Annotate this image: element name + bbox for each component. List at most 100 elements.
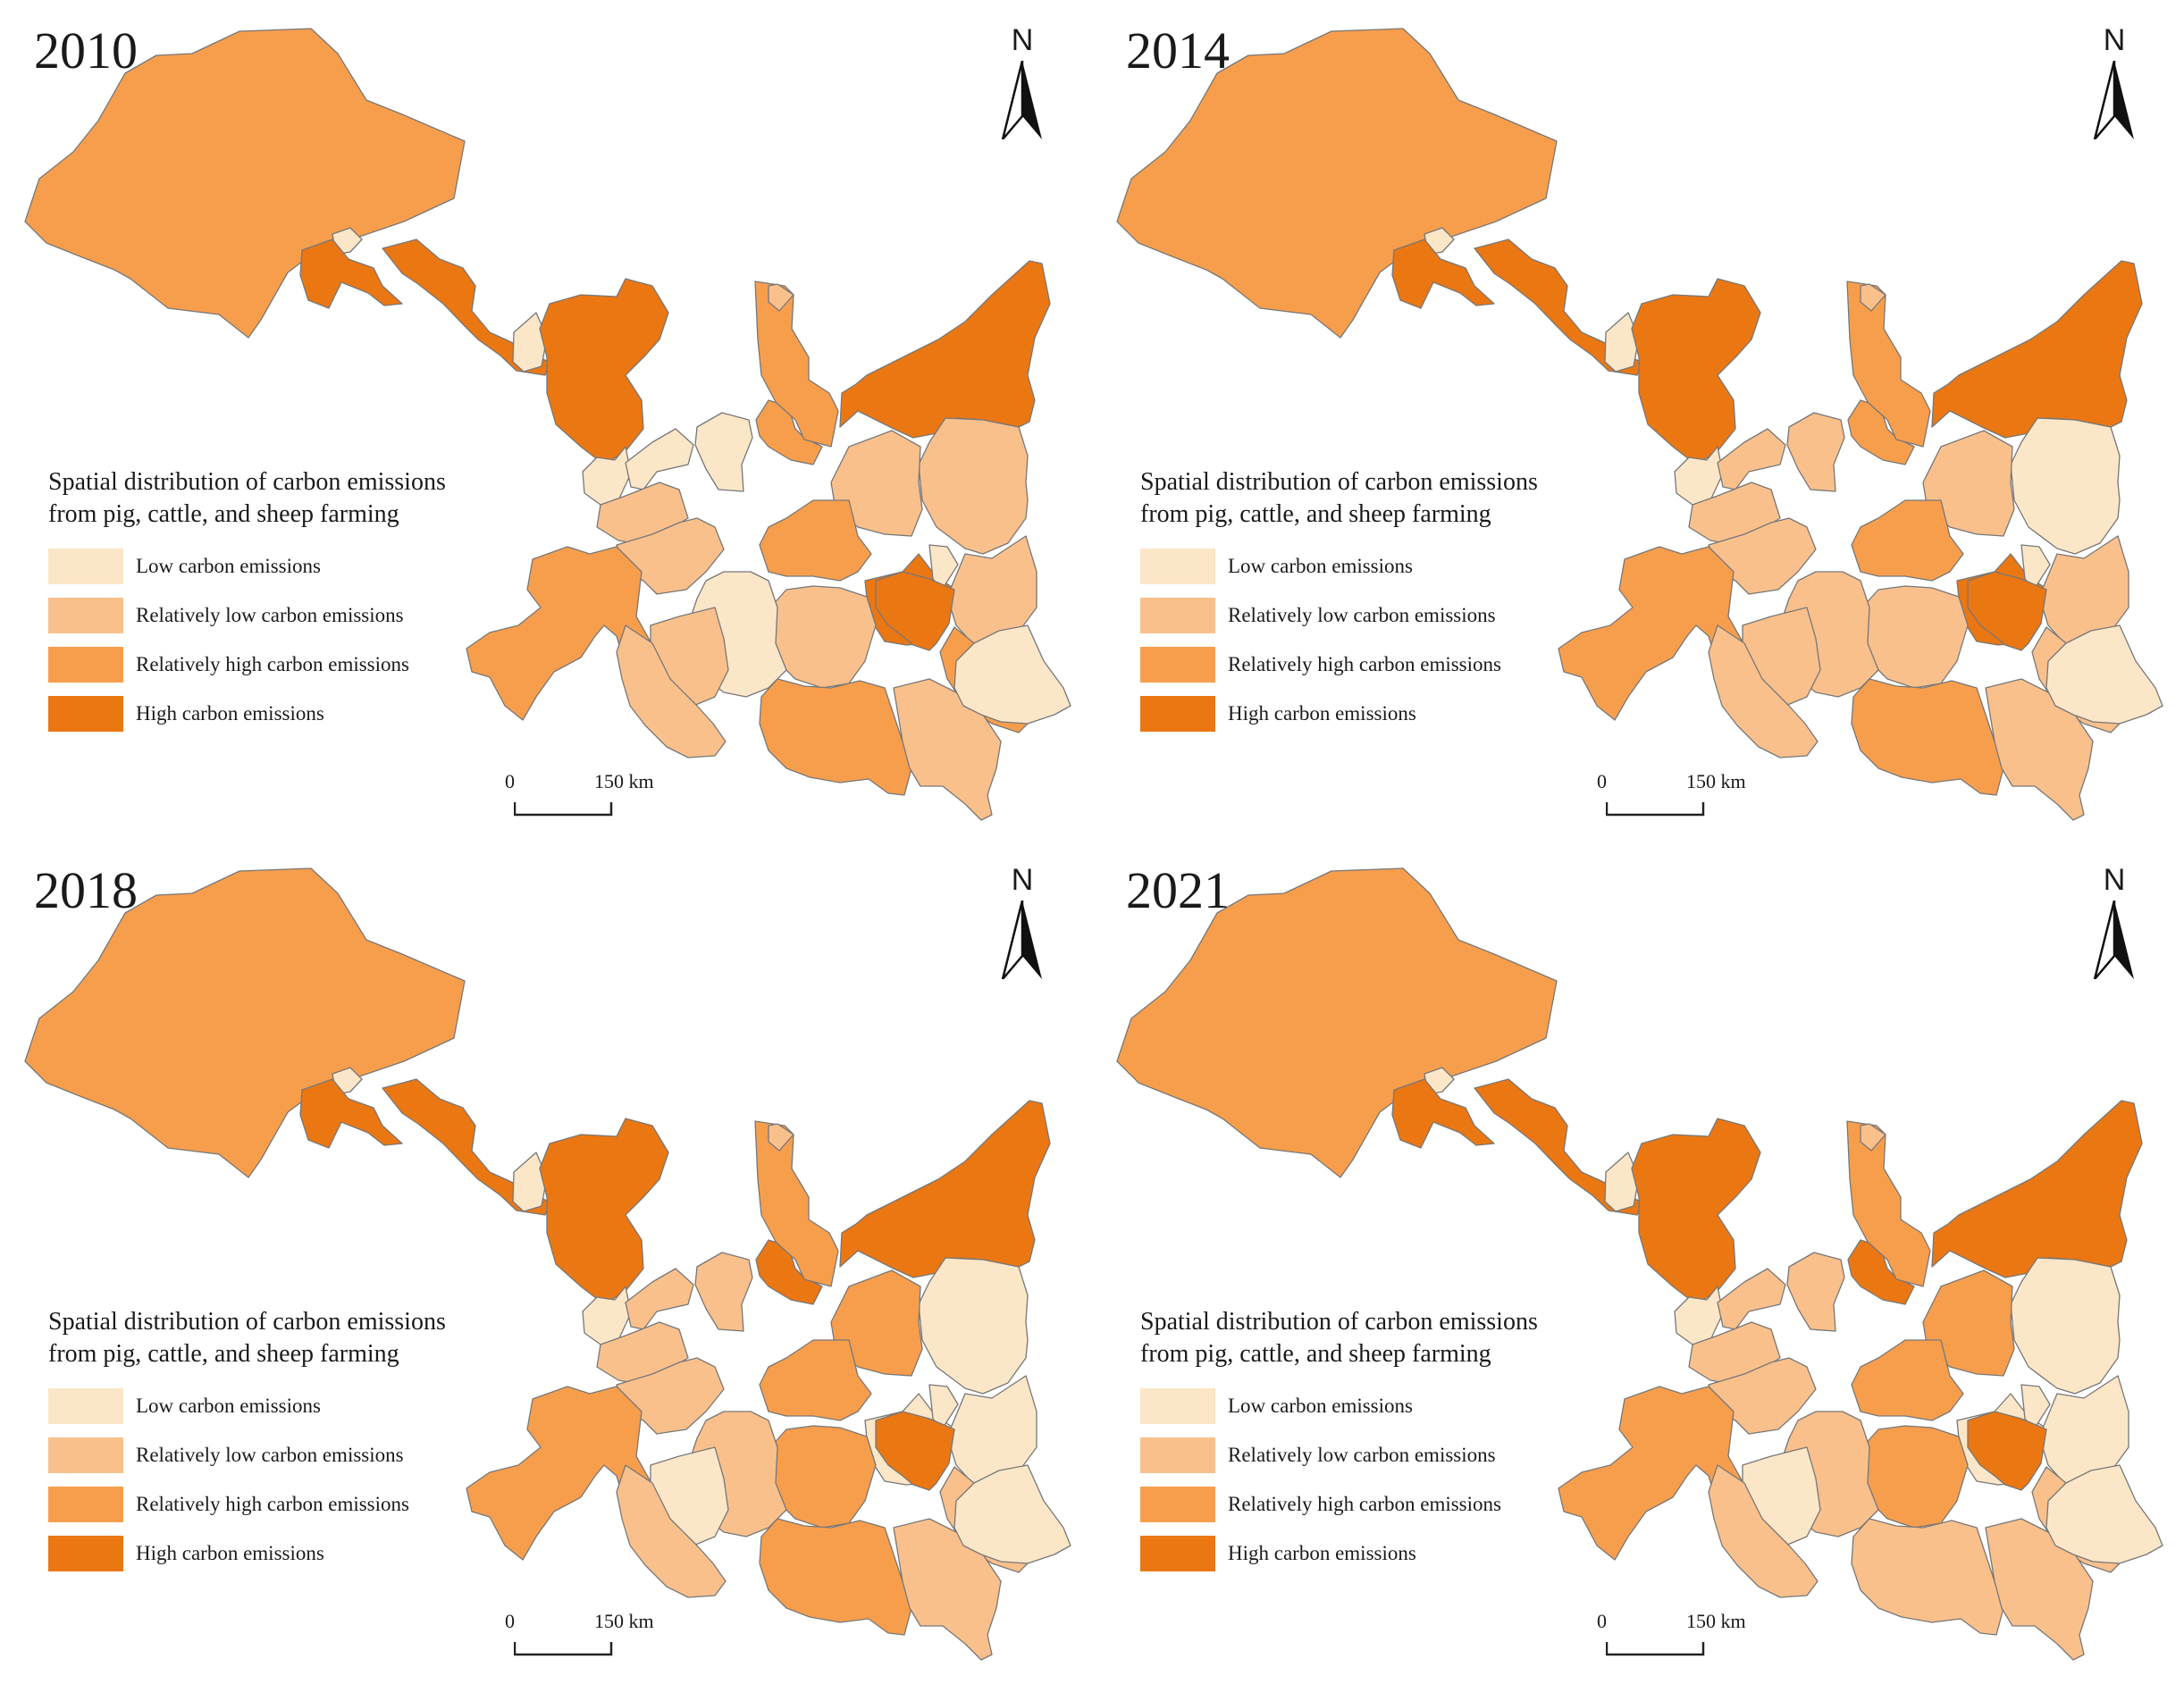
region-q [2020,544,2051,591]
legend-label: Relatively low carbon emissions [1228,604,1496,626]
legend-label: Relatively low carbon emissions [136,1444,404,1466]
region-c [1604,1152,1640,1212]
scale-bar: 0 150 km [1597,770,1746,820]
region-d [539,1118,669,1305]
region-s [759,499,872,582]
legend-swatch [1140,1437,1215,1473]
legend: Spatial distribution of carbon emissions… [48,1306,549,1585]
map-panel: 2014 N Spatial distribution of carbon em… [1092,0,2184,840]
legend-label: High carbon emissions [136,1542,324,1564]
region-h [1786,1252,1845,1332]
region-nw [24,867,466,1178]
legend-title-line: from pig, cattle, and sheep farming [48,500,399,528]
scale-zero-label: 0 [1597,1610,1607,1632]
region-k [1846,1120,1931,1287]
region-d [1631,278,1761,465]
scale-distance-label: 150 km [1686,1610,1746,1632]
legend-title: Spatial distribution of carbon emissions… [1140,1306,1641,1370]
region-k [754,281,839,448]
legend-label: Relatively low carbon emissions [136,604,404,626]
region-m [918,1257,1029,1395]
legend-label: High carbon emissions [136,702,324,725]
region-j [839,1100,1051,1278]
legend-item-low: Low carbon emissions [1140,1388,1641,1424]
legend-title-line: Spatial distribution of carbon emissions [1140,468,1538,496]
region-u [1558,546,1790,721]
region-a [299,239,403,309]
region-nw [1116,28,1558,339]
map-panel: 2018 N Spatial distribution of carbon em… [0,840,1092,1680]
region-u [466,546,698,721]
legend-swatch [48,598,123,633]
north-arrow: N [994,865,1051,981]
legend-item-relatively-high: Relatively high carbon emissions [48,647,549,683]
legend: Spatial distribution of carbon emissions… [1140,1306,1641,1585]
legend-item-low: Low carbon emissions [1140,549,1641,584]
legend-item-relatively-low: Relatively low carbon emissions [48,1437,549,1473]
region-v [875,1411,955,1491]
legend-label: Relatively low carbon emissions [1228,1444,1496,1466]
region-d [539,278,669,465]
legend-item-relatively-high: Relatively high carbon emissions [48,1487,549,1522]
legend-item-relatively-low: Relatively low carbon emissions [1140,598,1641,633]
north-label: N [1011,23,1034,57]
legend-swatch [48,1536,123,1571]
legend-label: Low carbon emissions [1228,555,1413,577]
legend-swatch [1140,1388,1215,1424]
region-ad [953,624,1071,725]
legend-swatch [48,696,123,732]
year-label: 2014 [1126,21,1230,80]
region-c [512,312,548,373]
legend: Spatial distribution of carbon emissions… [1140,466,1641,745]
legend-swatch [48,647,123,683]
legend-item-low: Low carbon emissions [48,549,549,584]
region-l [768,283,794,312]
north-label: N [2103,863,2126,897]
region-d [1631,1118,1761,1305]
legend-item-relatively-high: Relatively high carbon emissions [1140,1487,1641,1522]
legend-swatch [1140,598,1215,633]
region-s [1851,1339,1964,1421]
region-h [694,1252,753,1332]
legend-title-line: from pig, cattle, and sheep farming [48,1340,399,1368]
legend-item-relatively-low: Relatively low carbon emissions [48,598,549,633]
map-panel: 2010 N Spatial distribution of carbon em… [0,0,1092,840]
region-j [1931,1100,2143,1278]
region-nw [1116,867,1558,1178]
legend-swatch [1140,1536,1215,1571]
scale-zero-label: 0 [505,1610,515,1632]
legend-label: Relatively high carbon emissions [1228,653,1501,675]
north-label: N [2103,23,2126,57]
legend-label: Low carbon emissions [136,1395,321,1417]
legend-swatch [1140,1487,1215,1522]
region-ad [2045,1464,2163,1564]
scale-line [1606,802,1705,817]
region-m [2010,1257,2121,1395]
region-ab [759,678,912,796]
legend-swatch [1140,647,1215,683]
legend-item-high: High carbon emissions [1140,1536,1641,1571]
legend-swatch [48,1388,123,1424]
region-l [768,1123,794,1152]
region-f [1717,428,1786,490]
legend-title-line: Spatial distribution of carbon emissions [48,468,446,496]
legend-label: Relatively high carbon emissions [136,653,409,675]
region-h [1786,412,1845,492]
region-u [1558,1386,1790,1561]
region-u [466,1386,698,1561]
legend-swatch [48,549,123,584]
legend-label: High carbon emissions [1228,702,1416,725]
region-q [928,1384,959,1430]
region-q [928,544,959,591]
legend-item-high: High carbon emissions [48,1536,549,1571]
region-ab [759,1518,912,1636]
legend-title: Spatial distribution of carbon emissions… [48,1306,549,1370]
region-j [839,260,1051,439]
legend-item-high: High carbon emissions [48,696,549,732]
map-panel: 2021 N Spatial distribution of carbon em… [1092,840,2184,1680]
region-map [24,28,1071,821]
region-v [875,571,955,651]
region-a [1391,239,1495,309]
region-s [759,1339,872,1421]
